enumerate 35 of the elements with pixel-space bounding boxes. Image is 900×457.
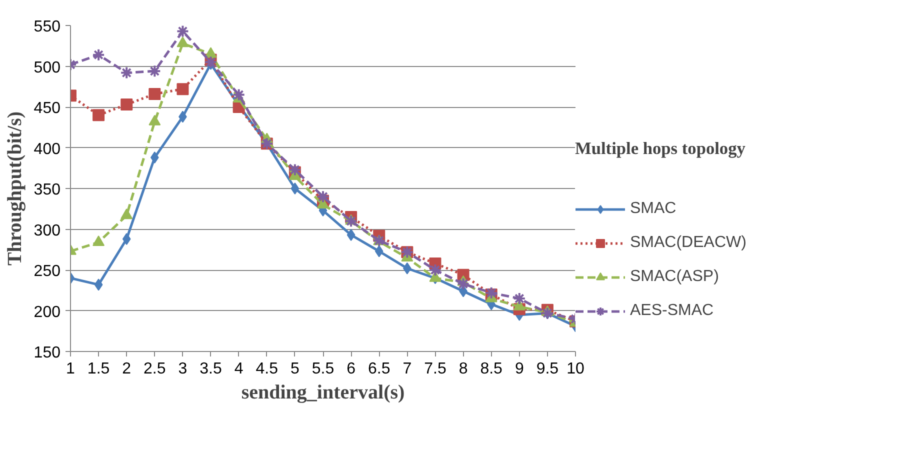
x-tick-label: 6.5 <box>368 360 390 378</box>
x-tick-label: 6 <box>346 360 356 378</box>
x-tick-label: 3.5 <box>200 360 222 378</box>
x-tick-label: 7.5 <box>424 360 446 378</box>
y-axis-title: Throughput(bit/s) <box>4 111 26 266</box>
x-tick-label: 1 <box>66 360 76 378</box>
x-tick-label: 5 <box>290 360 300 378</box>
y-tick-label: 200 <box>34 304 61 321</box>
x-tick-label: 1.5 <box>87 360 110 378</box>
y-tick-label: 350 <box>34 182 61 198</box>
y-tick-label: 500 <box>34 59 61 76</box>
x-tick-label: 9 <box>514 360 524 378</box>
legend-label: SMAC <box>630 200 676 218</box>
x-axis-title: sending_interval(s) <box>241 382 405 404</box>
x-tick-label: 4 <box>234 360 244 378</box>
y-tick-label: 250 <box>34 263 61 280</box>
x-tick-label: 8.5 <box>480 360 503 378</box>
x-tick-label: 3 <box>178 360 188 378</box>
x-tick-label: 7 <box>402 360 412 378</box>
x-tick-label: 2.5 <box>144 360 166 378</box>
y-tick-label: 400 <box>34 140 61 158</box>
x-tick-label: 9.5 <box>536 360 559 378</box>
x-tick-label: 4.5 <box>256 360 278 378</box>
y-tick-label: 150 <box>34 344 61 362</box>
y-tick-label: 550 <box>34 18 61 36</box>
legend-label: SMAC(DEACW) <box>630 234 746 252</box>
x-tick-label: 5.5 <box>312 360 334 378</box>
legend-label: SMAC(ASP) <box>630 268 719 286</box>
x-tick-label: 8 <box>458 360 468 378</box>
y-tick-label: 450 <box>34 100 61 117</box>
text: Multiple hops topology <box>575 139 746 159</box>
y-tick-label: 300 <box>34 222 61 240</box>
x-tick-label: 10 <box>566 360 584 378</box>
legend-label: AES-SMAC <box>630 302 714 320</box>
x-tick-label: 2 <box>122 360 132 378</box>
